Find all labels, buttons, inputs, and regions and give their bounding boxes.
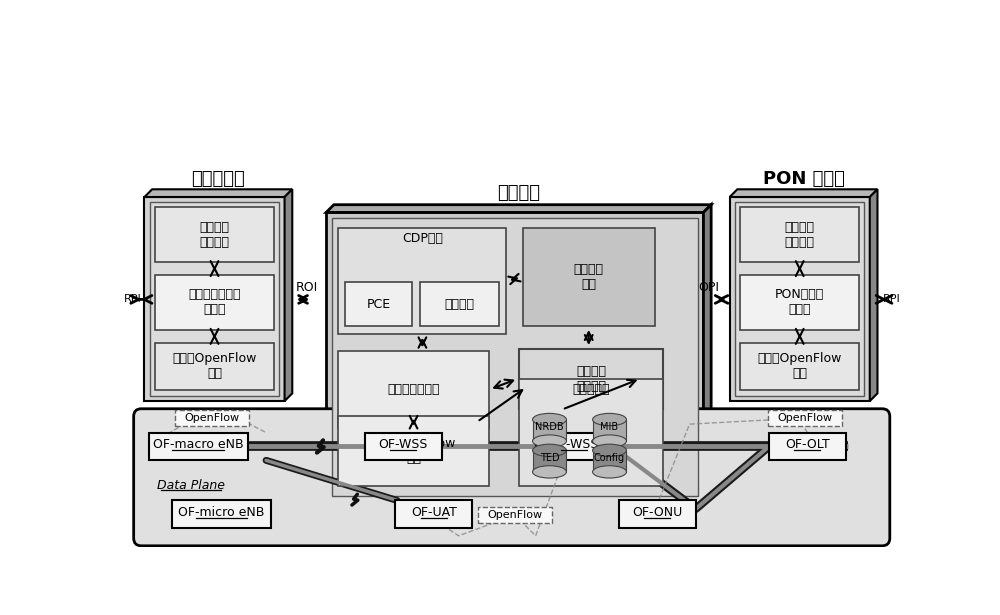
Bar [519,349,663,409]
Bar [155,275,274,330]
Bar [536,432,613,461]
Bar [175,410,249,426]
Bar [740,275,859,330]
Text: PON控制与
监视器: PON控制与 监视器 [775,288,824,317]
Bar [593,450,626,472]
Text: OF-micro eNB: OF-micro eNB [178,506,265,519]
Text: OF-ONU: OF-ONU [632,506,682,519]
Polygon shape [730,189,877,197]
Ellipse shape [593,435,626,447]
Text: RPI: RPI [883,295,901,304]
Text: 跨域保护
交互代理: 跨域保护 交互代理 [785,221,815,248]
Bar [345,282,412,327]
Bar [326,212,703,501]
Text: 跨域保护
交互代理: 跨域保护 交互代理 [576,365,606,393]
Text: 增强的OpenFlow
模块: 增强的OpenFlow 模块 [758,352,842,380]
Bar [338,351,489,428]
Text: 数据库管理: 数据库管理 [572,383,610,396]
Ellipse shape [533,435,566,447]
Bar [338,416,489,486]
Ellipse shape [533,413,566,426]
Bar [338,228,506,334]
Text: 增强的OpenFlow
模块: 增强的OpenFlow 模块 [172,352,257,380]
Bar [619,501,696,528]
Polygon shape [870,189,877,401]
Bar [155,343,274,389]
Polygon shape [144,189,292,197]
Text: PON 控制器: PON 控制器 [763,170,844,188]
Ellipse shape [593,413,626,426]
Bar [768,410,842,426]
Bar [519,379,663,486]
Text: 流控制与监视器: 流控制与监视器 [387,383,440,396]
Bar [593,419,626,441]
Text: 光控制器: 光控制器 [497,184,540,202]
Text: 保护策略: 保护策略 [444,298,474,311]
Text: Config: Config [594,453,625,463]
Text: OpenFlow: OpenFlow [778,413,833,423]
Bar [523,228,655,327]
Text: RPI: RPI [124,295,142,304]
Text: OF-UAT: OF-UAT [411,506,457,519]
Text: OF-WSS: OF-WSS [378,438,428,451]
Bar [172,501,271,528]
Bar [155,207,274,263]
Polygon shape [326,205,711,212]
FancyBboxPatch shape [134,409,890,546]
Text: CDP机制: CDP机制 [402,232,443,245]
Bar [144,197,285,401]
Bar [395,501,472,528]
Text: OpenFlow: OpenFlow [487,510,542,520]
Text: OpenFlow: OpenFlow [185,413,240,423]
Text: OPI: OPI [698,281,719,295]
Bar [150,202,279,395]
Bar [735,202,864,395]
Text: 无线控制器: 无线控制器 [191,170,245,188]
Bar [149,432,248,461]
Bar [740,207,859,263]
Text: OF-macro eNB: OF-macro eNB [153,438,244,451]
Text: 无线频谱控制与
监视器: 无线频谱控制与 监视器 [188,288,241,317]
Text: NRDB: NRDB [535,423,564,432]
Text: OF-OLT: OF-OLT [785,438,830,451]
Bar [365,432,442,461]
Bar [533,450,566,472]
Text: 跨域保护
交互代理: 跨域保护 交互代理 [200,221,230,248]
Bar [478,507,552,523]
Text: ROI: ROI [296,281,318,295]
Bar [740,343,859,389]
Ellipse shape [533,466,566,478]
Text: Data Plane: Data Plane [157,479,225,492]
Bar [420,282,499,327]
Ellipse shape [593,466,626,478]
Text: MIB: MIB [600,423,619,432]
Polygon shape [703,205,711,501]
Bar [332,218,698,496]
Text: OF-WSS: OF-WSS [549,438,599,451]
Text: TED: TED [540,453,559,463]
Text: PCE: PCE [366,298,391,311]
Ellipse shape [593,444,626,456]
Text: 增强的OpenFlow
模块: 增强的OpenFlow 模块 [371,437,456,465]
Bar [730,197,870,401]
Polygon shape [285,189,292,401]
Ellipse shape [533,444,566,456]
Text: 全局评估
策略: 全局评估 策略 [574,263,604,291]
Bar [533,419,566,441]
Bar [769,432,846,461]
